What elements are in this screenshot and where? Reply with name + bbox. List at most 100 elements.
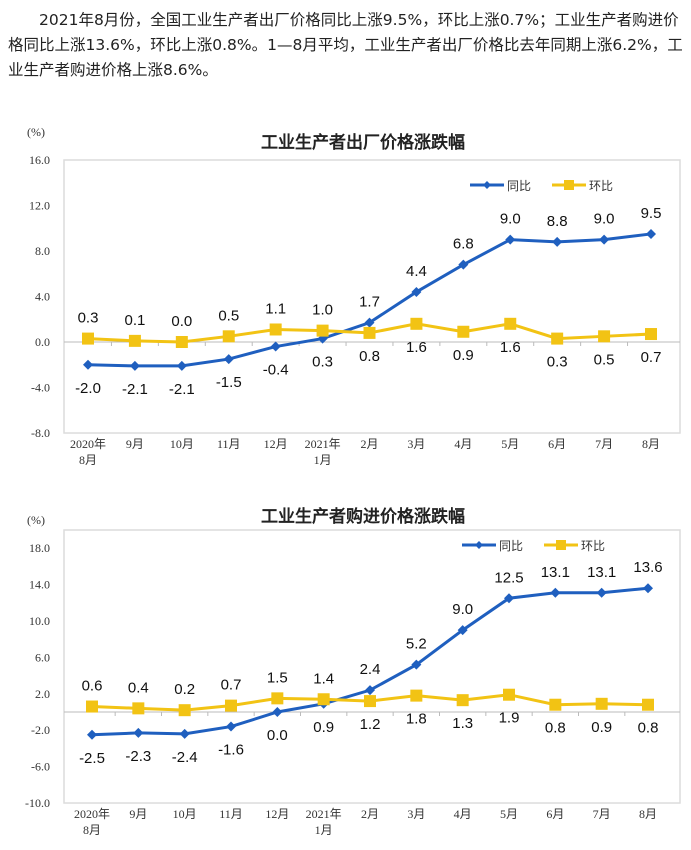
x-tick-label: 3月 <box>407 807 425 821</box>
plot-frame <box>63 159 681 434</box>
data-label: 9.0 <box>594 211 615 228</box>
data-label: -1.6 <box>218 742 244 759</box>
data-point <box>550 587 561 598</box>
y-tick-label: -4.0 <box>31 381 50 395</box>
data-point <box>225 699 237 712</box>
data-label: 0.5 <box>594 351 615 368</box>
x-tick-label: 1月 <box>315 823 333 837</box>
x-tick-label: 7月 <box>595 437 613 451</box>
data-point <box>646 228 656 239</box>
x-tick-label: 6月 <box>546 807 564 821</box>
x-tick-label: 1月 <box>314 453 332 467</box>
data-point <box>270 341 281 352</box>
y-tick-label: -10.0 <box>25 796 50 810</box>
plot-frame <box>63 529 681 804</box>
data-label: -2.3 <box>125 748 151 765</box>
data-label: 1.0 <box>312 302 333 319</box>
data-label: 0.3 <box>547 354 568 371</box>
data-label: 4.4 <box>406 263 427 280</box>
data-label: -1.5 <box>216 374 242 391</box>
data-point <box>364 695 376 708</box>
data-point <box>549 698 562 711</box>
x-tick-label: 5月 <box>500 807 518 821</box>
data-point <box>176 360 187 371</box>
data-point <box>82 332 94 345</box>
y-tick-label: -2.0 <box>31 723 50 737</box>
y-axis-unit: (%) <box>27 513 45 527</box>
data-point <box>458 259 469 270</box>
data-label: 0.0 <box>267 727 288 744</box>
data-label: -2.0 <box>75 380 101 397</box>
data-point <box>411 659 422 670</box>
x-tick-label: 12月 <box>264 437 288 451</box>
x-tick-label: 9月 <box>129 807 147 821</box>
data-label: 13.1 <box>541 564 570 581</box>
legend-label: 环比 <box>589 179 613 193</box>
y-axis-unit: (%) <box>27 125 45 139</box>
data-label: 0.3 <box>78 310 99 327</box>
legend-label: 环比 <box>581 539 605 553</box>
data-point <box>83 359 93 370</box>
chart-title: 工业生产者购进价格涨跌幅 <box>261 506 465 527</box>
data-label: 1.5 <box>267 669 288 686</box>
data-label: 0.5 <box>218 307 239 324</box>
data-label: 0.3 <box>312 354 333 371</box>
x-tick-label: 2021年 <box>306 807 342 821</box>
data-point <box>132 702 145 715</box>
x-tick-label: 5月 <box>501 437 519 451</box>
data-point <box>365 685 375 696</box>
x-tick-label: 10月 <box>173 807 197 821</box>
y-tick-label: 6.0 <box>35 650 50 664</box>
legend-marker <box>556 540 566 550</box>
data-point <box>642 698 654 711</box>
data-label: 0.0 <box>171 313 192 330</box>
data-label: 12.5 <box>494 569 523 586</box>
data-point <box>179 728 190 739</box>
data-point <box>596 587 607 598</box>
y-tick-label: 16.0 <box>29 153 50 167</box>
data-label: 0.2 <box>174 681 195 698</box>
data-label: 2.4 <box>360 661 381 678</box>
data-label: 1.1 <box>265 300 286 317</box>
data-label: 9.0 <box>500 211 521 228</box>
data-point <box>86 700 98 713</box>
data-point <box>87 729 97 740</box>
y-tick-label: -6.0 <box>31 760 50 774</box>
data-point <box>645 328 657 341</box>
y-tick-label: 12.0 <box>29 199 50 213</box>
data-point <box>599 234 610 245</box>
data-label: 13.6 <box>633 559 662 576</box>
y-tick-label: 2.0 <box>35 687 50 701</box>
data-label: 0.9 <box>313 719 334 736</box>
legend-label: 同比 <box>507 179 531 193</box>
x-tick-label: 2021年 <box>305 437 341 451</box>
x-tick-label: 11月 <box>217 437 241 451</box>
data-point <box>272 707 283 717</box>
data-point <box>317 693 330 706</box>
x-tick-label: 10月 <box>170 437 194 451</box>
data-point <box>457 625 468 636</box>
data-label: 1.6 <box>500 339 521 356</box>
data-label: 0.8 <box>638 720 659 737</box>
data-label: -2.4 <box>172 749 198 766</box>
data-label: 8.8 <box>547 213 568 230</box>
data-point <box>456 694 469 707</box>
data-label: 1.8 <box>406 711 427 728</box>
data-point <box>175 336 188 348</box>
x-tick-label: 6月 <box>548 437 566 451</box>
x-tick-label: 8月 <box>79 453 97 467</box>
intro-paragraph: 2021年8月份，全国工业生产者出厂价格同比上涨9.5%，环比上涨0.7%；工业… <box>8 11 683 79</box>
data-label: 9.5 <box>641 205 662 222</box>
data-point <box>129 360 140 371</box>
legend-marker <box>483 181 491 189</box>
x-tick-label: 11月 <box>219 807 243 821</box>
data-point <box>269 323 282 336</box>
data-label: 0.6 <box>82 678 103 695</box>
data-point <box>271 692 284 705</box>
y-tick-label: 0.0 <box>35 335 50 349</box>
y-tick-label: 14.0 <box>29 578 50 592</box>
data-label: 1.7 <box>359 294 380 311</box>
data-label: 0.7 <box>641 349 662 366</box>
data-label: -2.5 <box>79 750 105 767</box>
data-point <box>178 704 191 717</box>
